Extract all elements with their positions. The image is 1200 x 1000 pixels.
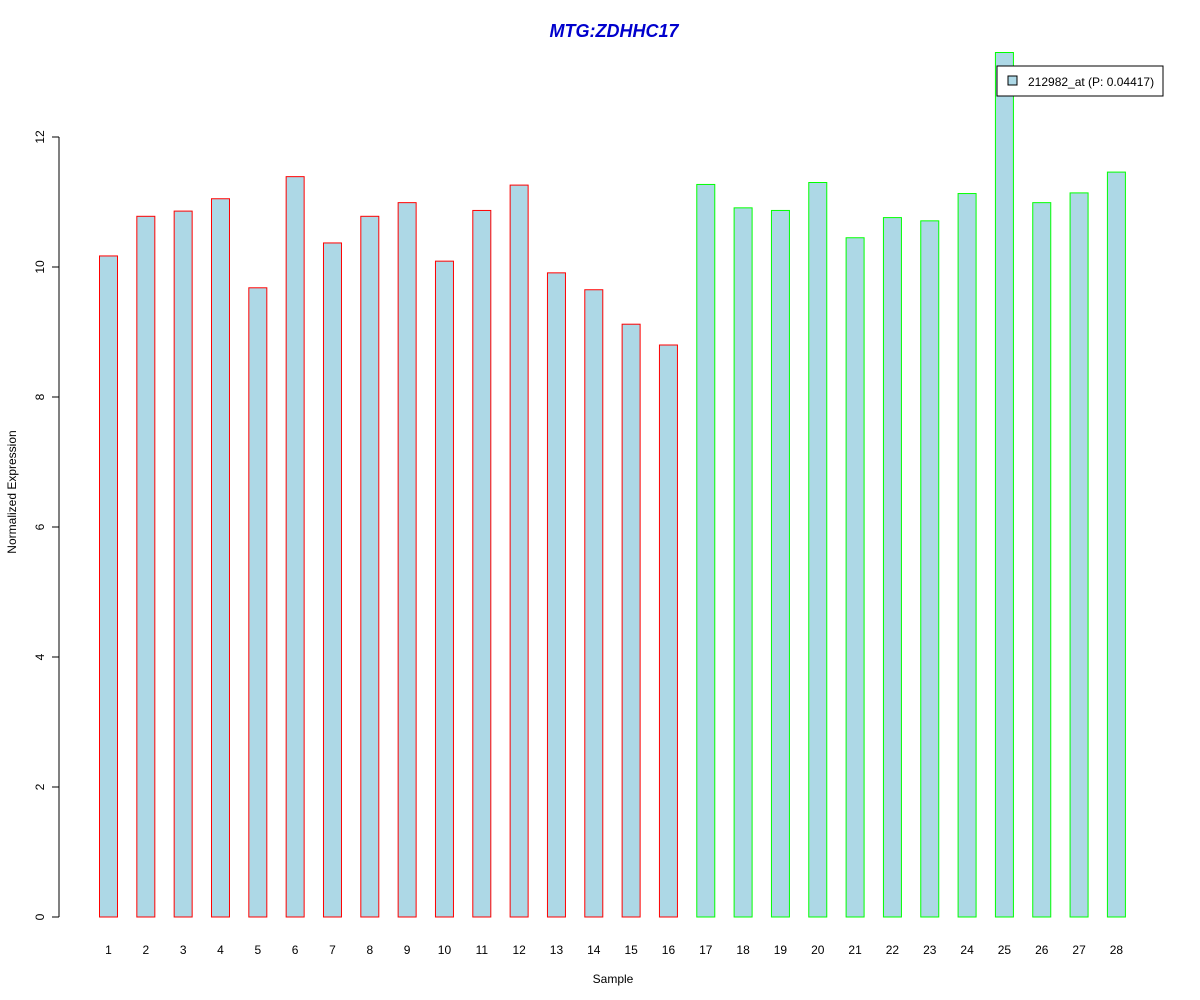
bar [957,193,977,918]
x-tick-label: 27 [1072,943,1086,957]
bar [434,260,454,918]
x-tick-label: 13 [550,943,564,957]
bar [658,344,678,918]
y-tick-label: 2 [33,783,47,790]
x-tick-label: 22 [886,943,900,957]
bar [994,52,1014,918]
bar [472,209,492,918]
x-tick-label: 25 [998,943,1012,957]
bar [360,215,380,918]
x-tick-label: 18 [736,943,750,957]
bar [621,323,641,918]
x-axis-label: Sample [593,972,634,986]
bar [173,210,193,918]
legend-swatch [1007,75,1018,86]
x-tick-label: 28 [1110,943,1124,957]
legend: 212982_at (P: 0.04417) [996,65,1164,97]
bar [1106,171,1126,918]
x-tick-label: 2 [142,943,149,957]
bar [248,287,268,918]
x-tick-label: 14 [587,943,601,957]
x-tick-label: 1 [105,943,112,957]
y-axis-label: Normalized Expression [5,430,19,553]
x-tick-label: 20 [811,943,825,957]
x-tick-label: 11 [476,943,489,957]
x-tick-label: 23 [923,943,937,957]
bar [808,182,828,918]
bar [210,198,230,918]
chart-title: MTG:ZDHHC17 [550,21,680,41]
x-tick-label: 19 [774,943,788,957]
bar [1032,202,1052,918]
legend-box [996,65,1164,97]
y-tick-label: 6 [33,523,47,530]
y-axis: 0 2 4 6 8 10 12 [33,130,60,920]
bar [546,272,566,918]
x-tick-label: 10 [438,943,452,957]
x-tick-label: 17 [699,943,713,957]
bar [1069,192,1089,918]
bar [920,220,940,918]
bar [509,184,529,918]
bar [584,289,604,918]
x-tick-label: 7 [329,943,336,957]
x-tick-label: 12 [512,943,526,957]
y-tick-label: 0 [33,913,47,920]
y-tick-label: 4 [33,653,47,660]
x-tick-label: 3 [180,943,187,957]
x-tick-label: 26 [1035,943,1049,957]
bar [882,217,902,918]
x-tick-label: 21 [848,943,862,957]
y-tick-label: 8 [33,393,47,400]
bar [696,183,716,918]
bar [845,237,865,918]
bar [136,215,156,918]
x-tick-labels: 1 2 3 4 5 6 7 8 9 10 11 12 13 14 15 16 17 18 19 20 21 22 23 24 2… [105,943,1123,957]
x-tick-label: 15 [624,943,638,957]
bar [397,202,417,918]
bars [99,52,1126,918]
bar [770,209,790,918]
x-tick-label: 8 [366,943,373,957]
x-tick-label: 6 [292,943,299,957]
x-tick-label: 16 [662,943,676,957]
bar [733,207,753,918]
x-tick-label: 5 [254,943,261,957]
bar [285,176,305,918]
x-tick-label: 4 [217,943,224,957]
x-tick-label: 9 [404,943,411,957]
legend-label: 212982_at (P: 0.04417) [1028,75,1154,89]
y-tick-label: 10 [33,260,47,274]
bar [99,255,118,918]
y-tick-label: 12 [33,130,47,144]
bar [322,242,342,918]
x-tick-label: 24 [960,943,974,957]
